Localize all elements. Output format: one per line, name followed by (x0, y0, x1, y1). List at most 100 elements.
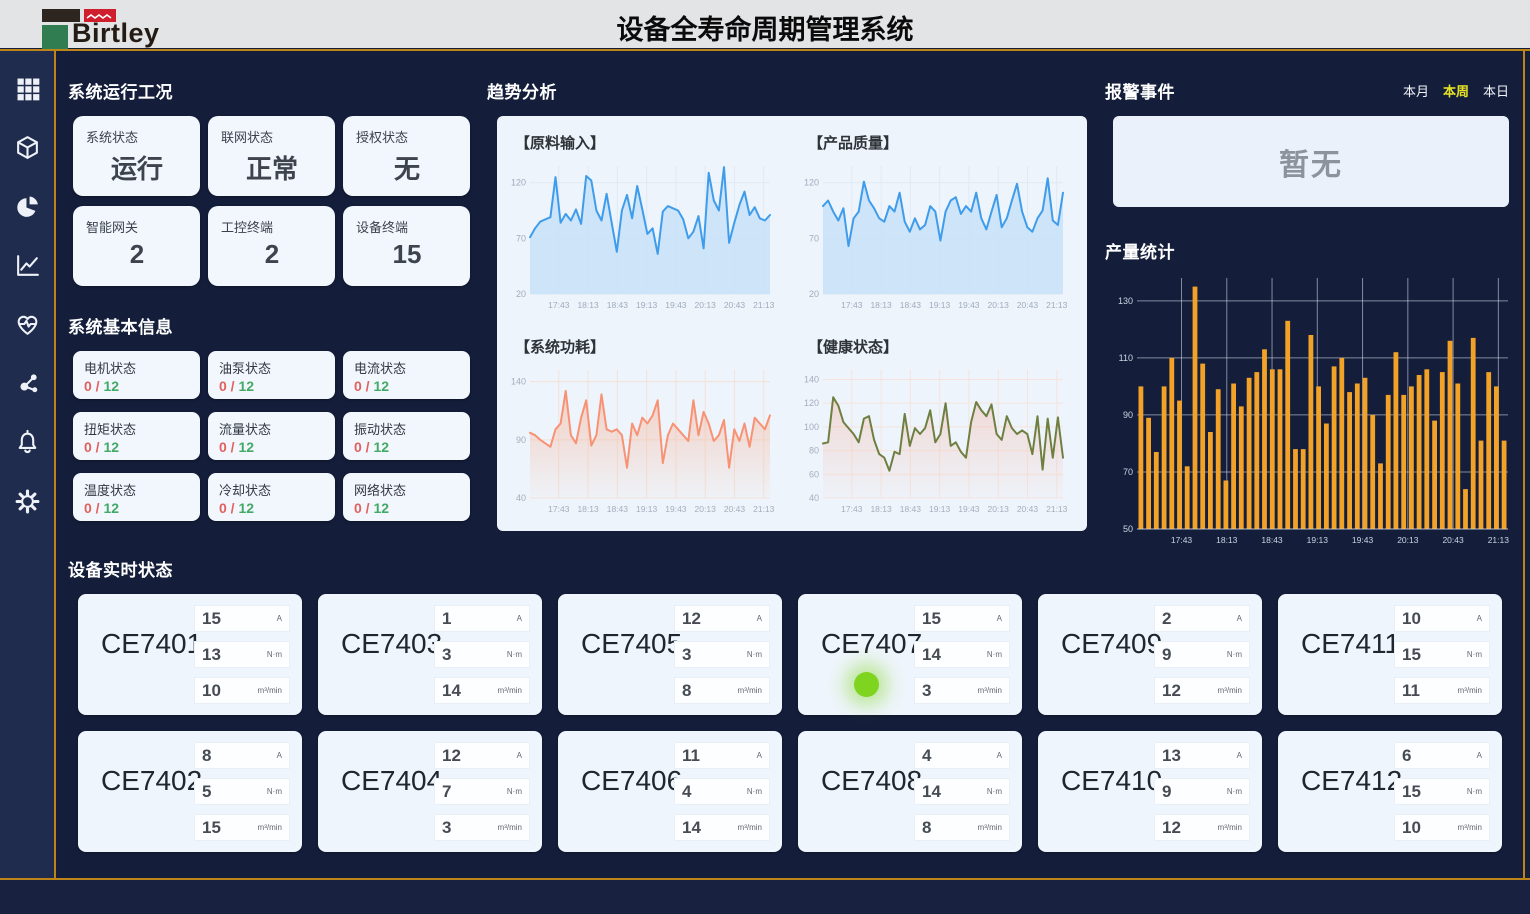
info-card-label: 电机状态 (84, 361, 137, 376)
left-column: 系统运行工况 系统状态 运行 联网状态 正常 授权状态 无 智能网关 2 工控终… (68, 78, 472, 521)
sidebar-item-topology[interactable] (12, 368, 42, 398)
sidebar-item-assets[interactable] (12, 132, 42, 162)
brand-logo: Birtley (28, 6, 178, 51)
svg-text:80: 80 (809, 445, 819, 455)
svg-text:18:43: 18:43 (1261, 535, 1283, 545)
middle-column: 趋势分析 【原料输入】 20 70 120 17:43 18:13 18:43 19:13 1… (487, 78, 1097, 531)
frame-line-bottom (0, 878, 1530, 880)
svg-text:19:13: 19:13 (636, 504, 658, 514)
device-unit: m³/min (497, 823, 522, 832)
info-card[interactable]: 温度状态 0 / 12 (73, 473, 200, 521)
svg-text:70: 70 (1123, 467, 1133, 477)
device-unit: A (996, 614, 1002, 623)
info-card-good-count: 12 (373, 500, 390, 516)
status-card[interactable]: 联网状态 正常 (208, 116, 335, 196)
sidebar-item-trends[interactable] (12, 250, 42, 280)
device-value-row: 5 N·m (194, 778, 290, 805)
device-values: 12 A 3 N·m 8 m³/min (674, 605, 770, 704)
info-card-value: 0 / 12 (354, 378, 470, 394)
device-value: 15 (1402, 644, 1421, 664)
info-card[interactable]: 电机状态 0 / 12 (73, 351, 200, 399)
info-card[interactable]: 电流状态 0 / 12 (343, 351, 470, 399)
sidebar-item-health[interactable] (12, 309, 42, 339)
info-card[interactable]: 油泵状态 0 / 12 (208, 351, 335, 399)
svg-text:20:43: 20:43 (724, 300, 746, 310)
device-card[interactable]: CE7401 15 A 13 N·m 10 m³/min (78, 594, 302, 715)
device-unit: N·m (986, 650, 1002, 659)
device-value-row: 8 m³/min (674, 677, 770, 704)
bell-icon (18, 429, 36, 453)
chart-power-title: 【系统功耗】 (515, 338, 606, 356)
device-value: 14 (922, 781, 941, 801)
device-card[interactable]: CE7408 4 A 14 N·m 8 m³/min (798, 731, 1022, 852)
device-card[interactable]: CE7411 10 A 15 N·m 11 m³/min (1278, 594, 1502, 715)
device-name: CE7408 (821, 765, 923, 796)
device-value: 12 (682, 608, 701, 628)
info-card-bad-count: 0 / (354, 439, 370, 455)
device-card[interactable]: CE7412 6 A 15 N·m 10 m³/min (1278, 731, 1502, 852)
device-card[interactable]: CE7406 11 A 4 N·m 14 m³/min (558, 731, 782, 852)
device-card[interactable]: CE7404 12 A 7 N·m 3 m³/min (318, 731, 542, 852)
sidebar-item-statistics[interactable] (12, 191, 42, 221)
alarm-tab-day[interactable]: 本日 (1482, 84, 1509, 99)
device-card[interactable]: CE7407 15 A 14 N·m 3 m³/min (798, 594, 1022, 715)
device-card[interactable]: CE7410 13 A 9 N·m 12 m³/min (1038, 731, 1262, 852)
device-value-row: 13 A (1154, 742, 1250, 769)
sidebar (0, 51, 54, 878)
device-value-row: 11 m³/min (1394, 677, 1490, 704)
info-card[interactable]: 冷却状态 0 / 12 (208, 473, 335, 521)
chart-health-plot: 40 60 80 100 120 140 17:43 18:13 18:43 19:13 19:43… (792, 361, 1085, 516)
device-unit: m³/min (1457, 823, 1482, 832)
device-value: 14 (442, 680, 461, 700)
status-card[interactable]: 系统状态 运行 (73, 116, 200, 196)
status-card-value: 正常 (245, 154, 298, 184)
device-unit: m³/min (977, 823, 1002, 832)
sidebar-item-settings[interactable] (12, 486, 42, 516)
frame-line-right (1523, 49, 1525, 878)
status-card[interactable]: 设备终端 15 (343, 206, 470, 286)
device-value: 13 (202, 644, 221, 664)
status-card[interactable]: 工控终端 2 (208, 206, 335, 286)
alarm-tab-week[interactable]: 本周 (1442, 84, 1469, 99)
device-unit: N·m (746, 650, 762, 659)
device-value: 12 (1162, 680, 1181, 700)
grid-icon (17, 78, 39, 100)
device-value-row: 13 N·m (194, 641, 290, 668)
device-value-row: 15 A (194, 605, 290, 632)
info-card[interactable]: 扭矩状态 0 / 12 (73, 412, 200, 460)
device-card[interactable]: CE7403 1 A 3 N·m 14 m³/min (318, 594, 542, 715)
device-card[interactable]: CE7405 12 A 3 N·m 8 m³/min (558, 594, 782, 715)
device-value-row: 12 m³/min (1154, 814, 1250, 841)
device-value-row: 4 A (914, 742, 1010, 769)
status-card[interactable]: 智能网关 2 (73, 206, 200, 286)
right-column: 报警事件 本月 本周 本日 暂无 产量统计 50 70 90 110 130 17:43 18:… (1105, 78, 1517, 552)
alarm-tab-month[interactable]: 本月 (1402, 84, 1429, 99)
device-value: 13 (1162, 745, 1181, 765)
info-card[interactable]: 振动状态 0 / 12 (343, 412, 470, 460)
trend-title: 趋势分析 (487, 83, 557, 102)
status-card[interactable]: 授权状态 无 (343, 116, 470, 196)
device-value-row: 14 N·m (914, 641, 1010, 668)
device-unit: m³/min (737, 686, 762, 695)
sidebar-item-alerts[interactable] (12, 427, 42, 457)
device-value-row: 15 m³/min (194, 814, 290, 841)
device-card[interactable]: CE7402 8 A 5 N·m 15 m³/min (78, 731, 302, 852)
svg-text:20: 20 (516, 289, 526, 299)
svg-text:21:13: 21:13 (1488, 535, 1510, 545)
device-unit: N·m (746, 787, 762, 796)
device-value: 15 (1402, 781, 1421, 801)
gear-icon (15, 489, 39, 513)
status-card-value: 无 (393, 154, 420, 184)
chart-raw-input: 【原料输入】 20 70 120 17:43 18:13 18:43 19:13 19:43 2… (499, 120, 792, 324)
svg-text:21:13: 21:13 (753, 504, 775, 514)
svg-text:110: 110 (1119, 353, 1133, 363)
sidebar-item-dashboard[interactable] (12, 73, 42, 103)
info-card-label: 电流状态 (354, 361, 407, 376)
info-card[interactable]: 流量状态 0 / 12 (208, 412, 335, 460)
device-unit: N·m (506, 650, 522, 659)
device-name: CE7412 (1301, 765, 1403, 796)
device-unit: m³/min (977, 686, 1002, 695)
info-card[interactable]: 网络状态 0 / 12 (343, 473, 470, 521)
device-card[interactable]: CE7409 2 A 9 N·m 12 m³/min (1038, 594, 1262, 715)
svg-text:120: 120 (804, 178, 819, 188)
